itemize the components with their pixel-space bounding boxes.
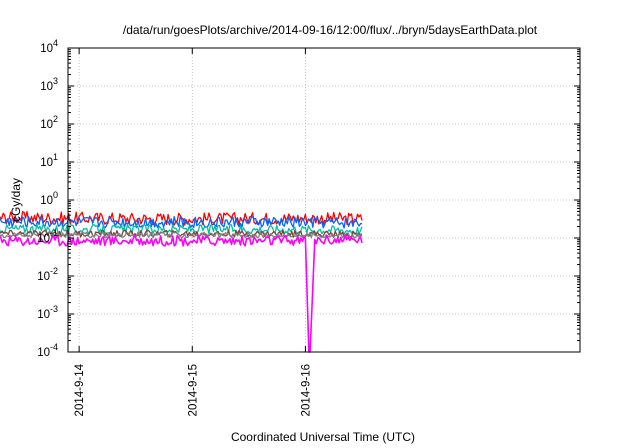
y-tick-label: 10-1 <box>37 228 58 245</box>
y-tick-base: 10 <box>40 195 53 207</box>
y-tick-base: 10 <box>37 233 50 245</box>
y-tick-exponent: 1 <box>53 152 58 162</box>
y-tick-base: 10 <box>37 309 50 321</box>
y-tick-base: 10 <box>37 347 50 359</box>
y-tick-exponent: 4 <box>53 38 58 48</box>
y-tick-label: 10-3 <box>37 304 58 321</box>
y-tick-exponent: -1 <box>50 228 58 238</box>
series-line <box>0 215 363 229</box>
y-tick-label: 103 <box>40 76 58 93</box>
y-tick-exponent: 3 <box>53 76 58 86</box>
series-line <box>0 223 363 236</box>
y-tick-exponent: -4 <box>50 342 58 352</box>
series-line <box>0 234 363 353</box>
y-tick-exponent: 2 <box>53 114 58 124</box>
series-line <box>0 229 363 239</box>
y-tick-label: 102 <box>40 114 58 131</box>
ticks: 10-410-310-210-11001011021031042014-9-12… <box>37 38 580 416</box>
y-tick-base: 10 <box>40 81 53 93</box>
grid <box>68 48 580 352</box>
x-tick-label: 2014-9-15 <box>187 364 199 416</box>
y-tick-label: 10-4 <box>37 342 58 359</box>
y-tick-label: 100 <box>40 190 58 207</box>
y-tick-exponent: -3 <box>50 304 58 314</box>
y-tick-base: 10 <box>40 157 53 169</box>
y-tick-exponent: -2 <box>50 266 58 276</box>
y-axis-label: cGy/day <box>9 178 23 222</box>
x-axis-label: Coordinated Universal Time (UTC) <box>231 430 415 444</box>
x-tick-label: 2014-9-14 <box>74 363 86 416</box>
series-layer <box>0 210 363 353</box>
y-tick-base: 10 <box>37 271 50 283</box>
y-tick-exponent: 0 <box>53 190 58 200</box>
y-tick-base: 10 <box>40 119 53 131</box>
chart-title: /data/run/goesPlots/archive/2014-09-16/1… <box>123 23 538 37</box>
x-tick-label: 2014-9-16 <box>300 364 312 416</box>
series-line <box>0 231 363 239</box>
y-tick-base: 10 <box>40 43 53 55</box>
y-tick-label: 101 <box>40 152 58 169</box>
y-tick-label: 104 <box>40 38 58 55</box>
y-tick-label: 10-2 <box>37 266 58 283</box>
